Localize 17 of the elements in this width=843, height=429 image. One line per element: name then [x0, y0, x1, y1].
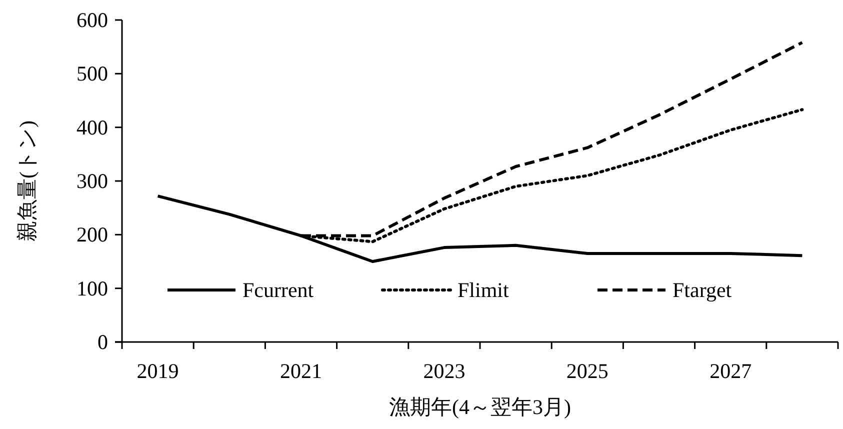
x-tick-label: 2021 — [280, 359, 322, 383]
legend-label: Ftarget — [672, 278, 732, 302]
y-tick-label: 400 — [76, 115, 108, 140]
y-tick-label: 600 — [76, 8, 108, 32]
y-tick-label: 500 — [76, 62, 108, 86]
x-axis-title: 漁期年(4～翌年3月) — [389, 395, 571, 419]
y-tick-label: 0 — [98, 330, 108, 354]
x-tick-label: 2019 — [136, 359, 179, 383]
legend-label: Fcurrent — [242, 278, 314, 302]
x-tick-label: 2023 — [423, 359, 466, 383]
y-axis-title: 親魚量(トン) — [15, 120, 39, 242]
y-tick-label: 300 — [76, 169, 108, 193]
y-tick-label: 200 — [76, 222, 108, 247]
legend-label: Flimit — [458, 278, 510, 302]
x-tick-label: 2027 — [710, 359, 752, 383]
y-tick-label: 100 — [76, 276, 108, 300]
x-tick-label: 2025 — [566, 359, 608, 383]
